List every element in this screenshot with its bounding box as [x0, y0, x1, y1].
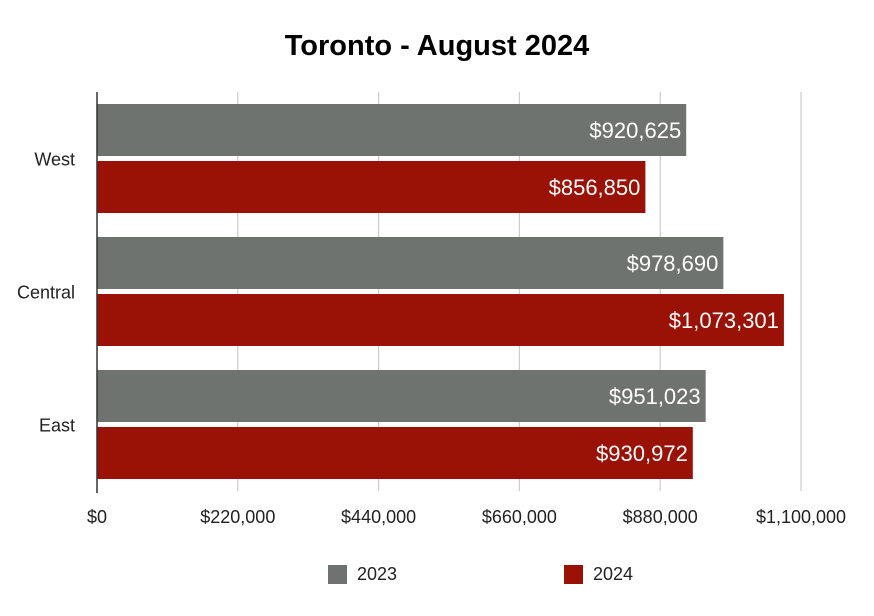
- legend-swatch-2023: [328, 564, 347, 584]
- bar: [97, 237, 724, 289]
- legend-label-2023: 2023: [357, 563, 398, 584]
- data-label: $856,850: [549, 175, 641, 200]
- category-label: East: [39, 416, 75, 436]
- data-label: $1,073,301: [669, 308, 779, 333]
- chart-title: Toronto - August 2024: [284, 30, 590, 62]
- legend-swatch-2024: [564, 564, 583, 584]
- x-tick-label: $880,000: [623, 507, 698, 527]
- bar: [97, 294, 784, 346]
- category-label: Central: [17, 283, 75, 303]
- legend-label-2024: 2024: [593, 563, 634, 584]
- x-tick-label: $220,000: [200, 507, 275, 527]
- x-tick-label: $0: [87, 507, 107, 527]
- data-label: $951,023: [609, 384, 701, 409]
- x-tick-label: $660,000: [482, 507, 557, 527]
- bar: [97, 161, 646, 213]
- data-label: $930,972: [596, 441, 688, 466]
- x-tick-label: $1,100,000: [756, 507, 846, 527]
- legend-item-2023: 2023: [328, 563, 397, 585]
- legend-item-2024: 2024: [564, 563, 633, 585]
- bar: [97, 370, 706, 422]
- bar: [97, 427, 693, 479]
- category-label: West: [34, 150, 75, 170]
- bar: [97, 104, 687, 156]
- data-label: $920,625: [589, 118, 681, 143]
- data-label: $978,690: [627, 251, 719, 276]
- x-tick-label: $440,000: [341, 507, 416, 527]
